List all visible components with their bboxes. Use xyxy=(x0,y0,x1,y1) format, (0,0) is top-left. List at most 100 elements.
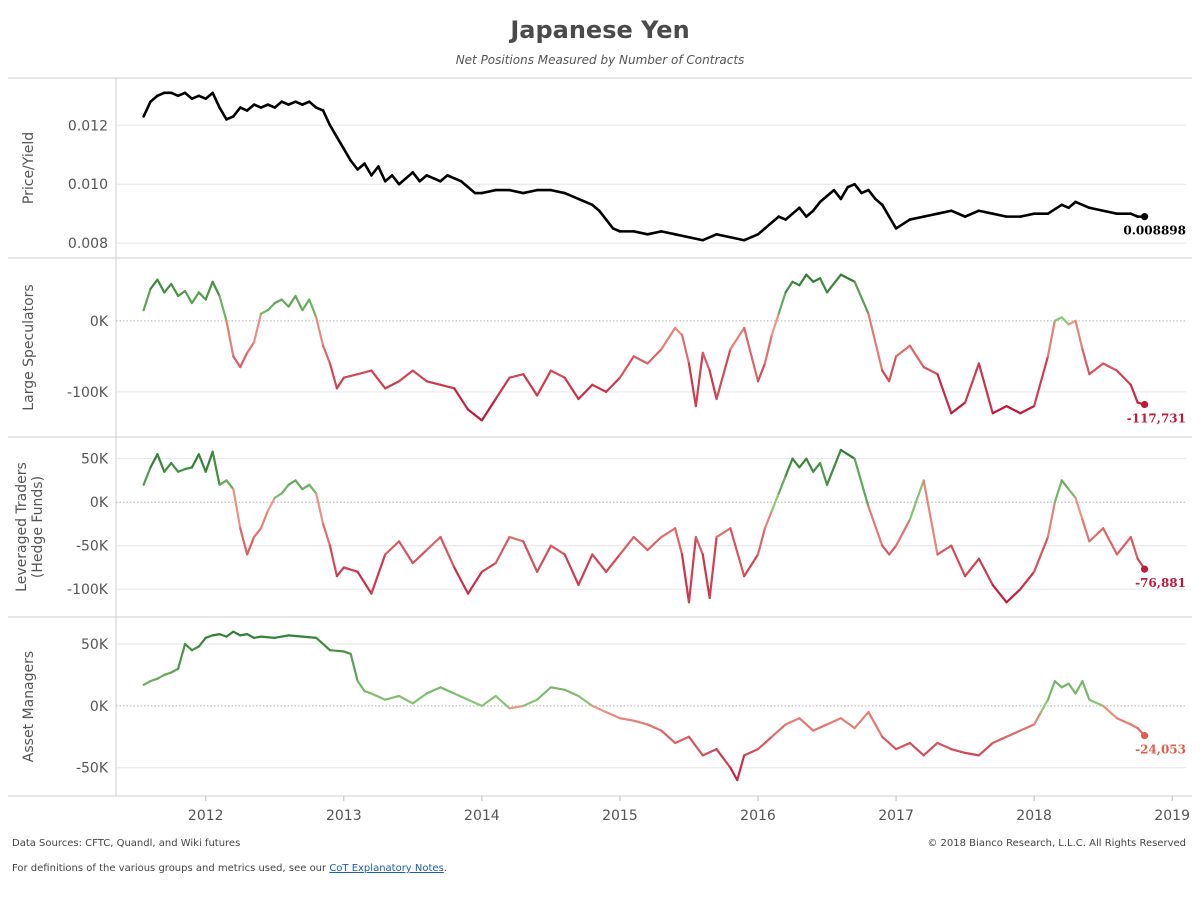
series-segment xyxy=(605,376,622,394)
series-segment xyxy=(577,197,594,207)
series-segment xyxy=(1067,682,1077,695)
series-segment xyxy=(660,230,677,236)
last-value-label: -117,731 xyxy=(1127,412,1186,426)
series-segment xyxy=(280,298,290,308)
series-segment xyxy=(798,717,815,732)
series-segment xyxy=(674,326,684,337)
x-tick-label: 2013 xyxy=(326,808,362,824)
series-segment xyxy=(225,630,235,638)
series-segment xyxy=(204,280,214,301)
series-segment xyxy=(218,633,228,638)
series-segment xyxy=(894,344,911,358)
series-segment xyxy=(818,194,829,204)
series-segment xyxy=(1060,316,1070,326)
series-segment xyxy=(770,312,780,337)
series-segment xyxy=(246,341,256,354)
last-value-label: -24,053 xyxy=(1135,743,1186,757)
series-segment xyxy=(466,185,477,195)
series-segment xyxy=(977,362,994,415)
series-segment xyxy=(922,479,939,556)
panel-price: 0.008 0.010 0.012 Price/Yield 0.008898 xyxy=(8,91,1192,259)
series-segment xyxy=(466,408,483,422)
series-segment xyxy=(743,326,760,383)
series-segment xyxy=(315,316,325,347)
series-segment xyxy=(190,453,200,469)
series-segment xyxy=(508,188,525,195)
series-segment xyxy=(832,188,843,201)
y-tick-label: 50K xyxy=(81,637,109,653)
series-segment xyxy=(604,218,615,230)
series-segment xyxy=(239,633,249,637)
series-segment xyxy=(328,649,345,653)
series-segment xyxy=(949,209,967,218)
series-segment xyxy=(411,692,428,705)
series-segment xyxy=(563,376,580,401)
series-segment xyxy=(1115,369,1132,386)
series-segment xyxy=(232,355,242,369)
series-segment xyxy=(812,277,822,283)
series-segment xyxy=(991,735,1008,745)
series-segment xyxy=(232,488,242,530)
series-segment xyxy=(708,535,718,600)
x-tick-label: 2012 xyxy=(188,808,224,824)
series-segment xyxy=(425,686,442,695)
series-segment xyxy=(342,373,359,379)
series-segment xyxy=(328,123,339,139)
series-segment xyxy=(563,191,580,201)
series-segment xyxy=(991,212,1008,218)
series-segment xyxy=(508,373,525,379)
series-segment xyxy=(825,717,842,726)
series-segment xyxy=(156,673,166,680)
series-segment xyxy=(273,100,283,109)
y-axis-label: Leveraged Traders xyxy=(14,462,30,592)
series-segment xyxy=(266,301,276,312)
y-tick-label: 0K xyxy=(90,699,109,715)
series-segment xyxy=(742,233,760,242)
series-segment xyxy=(1081,348,1091,376)
series-segment xyxy=(521,188,539,195)
cot-notes-link[interactable]: CoT Explanatory Notes xyxy=(329,863,444,874)
series-segment xyxy=(315,636,332,652)
series-segment xyxy=(170,461,180,473)
series-segment xyxy=(259,509,269,530)
series-segment xyxy=(736,754,746,782)
series-segment xyxy=(177,468,187,473)
series-segment xyxy=(687,362,697,408)
series-segment xyxy=(370,553,387,595)
series-segment xyxy=(1074,200,1091,210)
series-segment xyxy=(687,535,697,604)
series-segment xyxy=(1088,527,1105,543)
series-segment xyxy=(335,135,346,151)
series-segment xyxy=(819,277,829,294)
series-segment xyxy=(563,553,580,586)
series-segment xyxy=(211,450,221,486)
series-segment xyxy=(1039,698,1050,714)
series-segment xyxy=(577,553,594,586)
series-segment xyxy=(784,457,794,478)
series-segment xyxy=(1046,501,1056,539)
series-segment xyxy=(963,557,981,578)
series-segment xyxy=(825,448,842,486)
series-segment xyxy=(853,182,863,195)
series-segment xyxy=(729,766,739,782)
series-segment xyxy=(494,694,511,710)
series-segment xyxy=(763,509,773,530)
series-segment xyxy=(321,344,332,365)
series-segment xyxy=(156,453,166,473)
series-segment xyxy=(453,566,470,595)
series-segment xyxy=(480,397,497,422)
series-segment xyxy=(377,165,387,183)
series-segment xyxy=(232,630,242,637)
series-segment xyxy=(1067,488,1077,499)
series-segment xyxy=(494,535,511,565)
series-segment xyxy=(356,570,373,595)
y-axis-label: Price/Yield xyxy=(21,132,37,204)
series-segment xyxy=(1033,535,1050,573)
series-segment xyxy=(756,362,767,383)
x-tick-label: 2019 xyxy=(1154,808,1190,824)
series-segment xyxy=(874,197,884,207)
series-segment xyxy=(211,633,221,637)
series-segment xyxy=(853,457,870,508)
series-segment xyxy=(867,505,884,547)
series-segment xyxy=(307,100,318,109)
